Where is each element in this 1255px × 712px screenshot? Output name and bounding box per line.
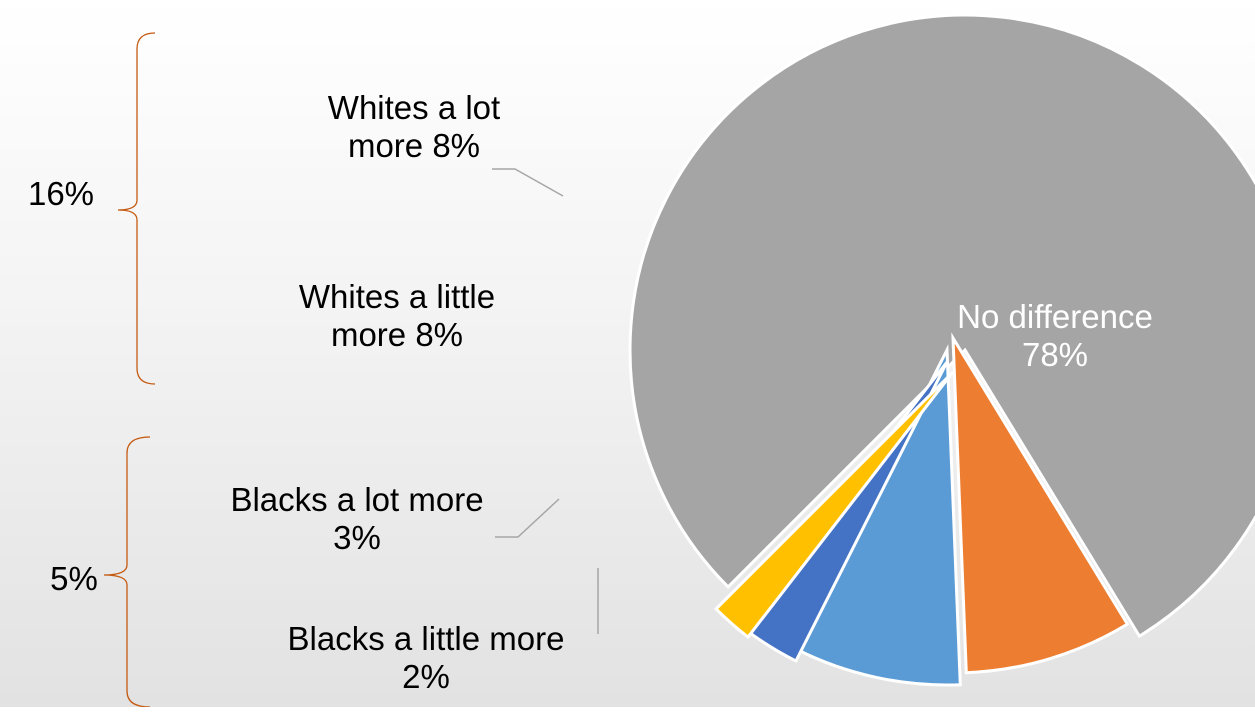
slice-label-whites-a-little-more: Whites a little more 8%: [299, 278, 495, 353]
group-label-2: 5%: [50, 560, 98, 597]
group-bracket-2: [103, 436, 151, 708]
pie-slice-no-difference: [628, 13, 1255, 639]
slice-label-blacks-a-little-more: Blacks a little more 2%: [288, 620, 565, 695]
pie-slice-whites-a-lot-more: [951, 332, 1130, 675]
group-bracket-1: [117, 32, 156, 385]
slice-label-whites-a-lot-more: Whites a lot more 8%: [328, 89, 500, 164]
leader-lines: [492, 168, 599, 634]
slice-label-blacks-a-lot-more: Blacks a lot more 3%: [230, 481, 483, 556]
pie-slice-whites-a-little-more: [793, 344, 962, 687]
leader-line-whites-a-lot-more: [492, 168, 564, 197]
group-label-1: 16%: [28, 175, 94, 212]
leader-line-blacks-a-lot-more: [495, 498, 560, 538]
pie-slices: [628, 13, 1255, 687]
pie-slice-blacks-a-little-more: [713, 370, 955, 640]
slice-labels: No difference 78% Whites a lot more 8% White…: [230, 89, 1152, 695]
slice-label-no-difference: No difference 78%: [957, 298, 1153, 373]
group-brackets: 16% 5%: [28, 32, 156, 708]
